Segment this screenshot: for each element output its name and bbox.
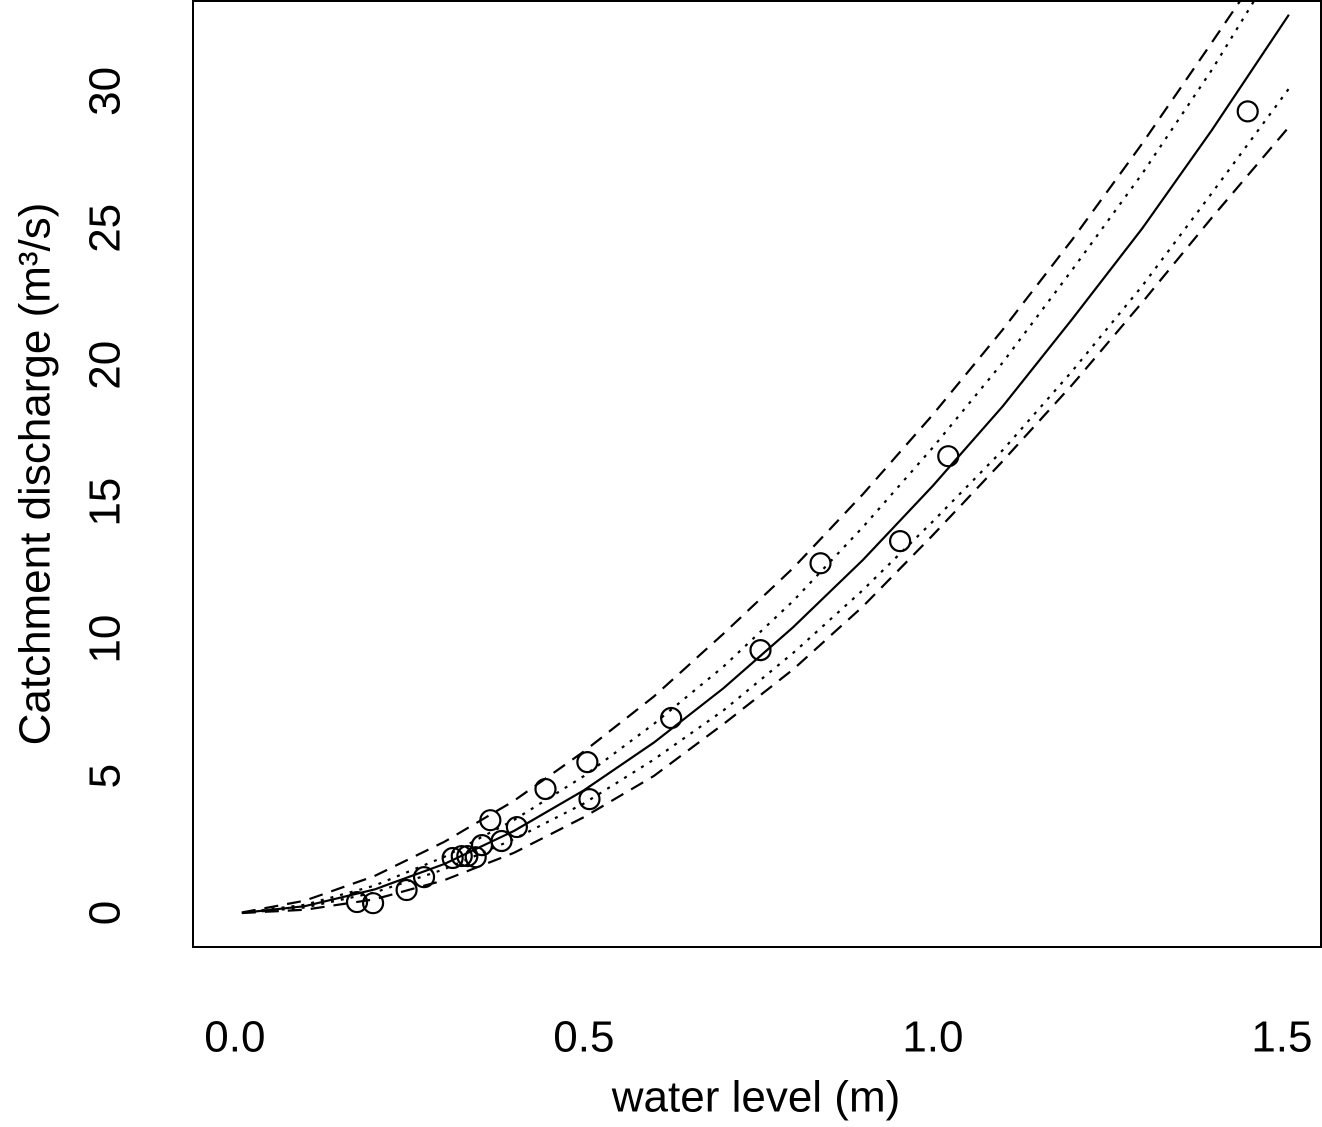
- y-tick-label: 5: [81, 764, 130, 788]
- y-tick-label: 10: [81, 615, 130, 664]
- x-tick-label: 1.0: [902, 1013, 963, 1062]
- data-point: [412, 866, 436, 889]
- dashed-curve: [241, 1, 1241, 914]
- data-point: [534, 777, 557, 801]
- data-point: [441, 846, 464, 870]
- data-point: [505, 815, 528, 839]
- x-tick-label: 1.5: [1251, 1013, 1312, 1062]
- dotted-curve: [241, 1, 1255, 914]
- data-point: [345, 890, 369, 914]
- solid-curve: [241, 14, 1290, 915]
- dotted-curve: [241, 87, 1290, 915]
- plot-frame: [192, 0, 1322, 948]
- y-tick-label: 20: [81, 341, 130, 390]
- dashed-curve: [241, 126, 1290, 915]
- x-tick-label: 0.0: [204, 1013, 265, 1062]
- data-point: [395, 878, 418, 902]
- data-point: [809, 552, 832, 575]
- y-tick-label: 25: [81, 204, 130, 253]
- data-point: [576, 751, 599, 774]
- x-tick-label: 0.5: [553, 1013, 614, 1062]
- x-axis-label: water level (m): [611, 1073, 901, 1122]
- y-tick-label: 0: [81, 901, 130, 925]
- data-point: [456, 844, 479, 868]
- y-tick-label: 15: [81, 478, 130, 527]
- data-point: [450, 844, 473, 868]
- data-point: [749, 639, 772, 662]
- plot-area: [241, 1, 1290, 915]
- data-point: [479, 809, 502, 832]
- data-point: [937, 445, 960, 468]
- data-point: [578, 788, 601, 811]
- data-point: [1236, 100, 1259, 123]
- y-axis-label: Catchment discharge (m³/s): [11, 203, 60, 746]
- data-point: [888, 530, 912, 553]
- y-tick-label: 30: [81, 67, 130, 116]
